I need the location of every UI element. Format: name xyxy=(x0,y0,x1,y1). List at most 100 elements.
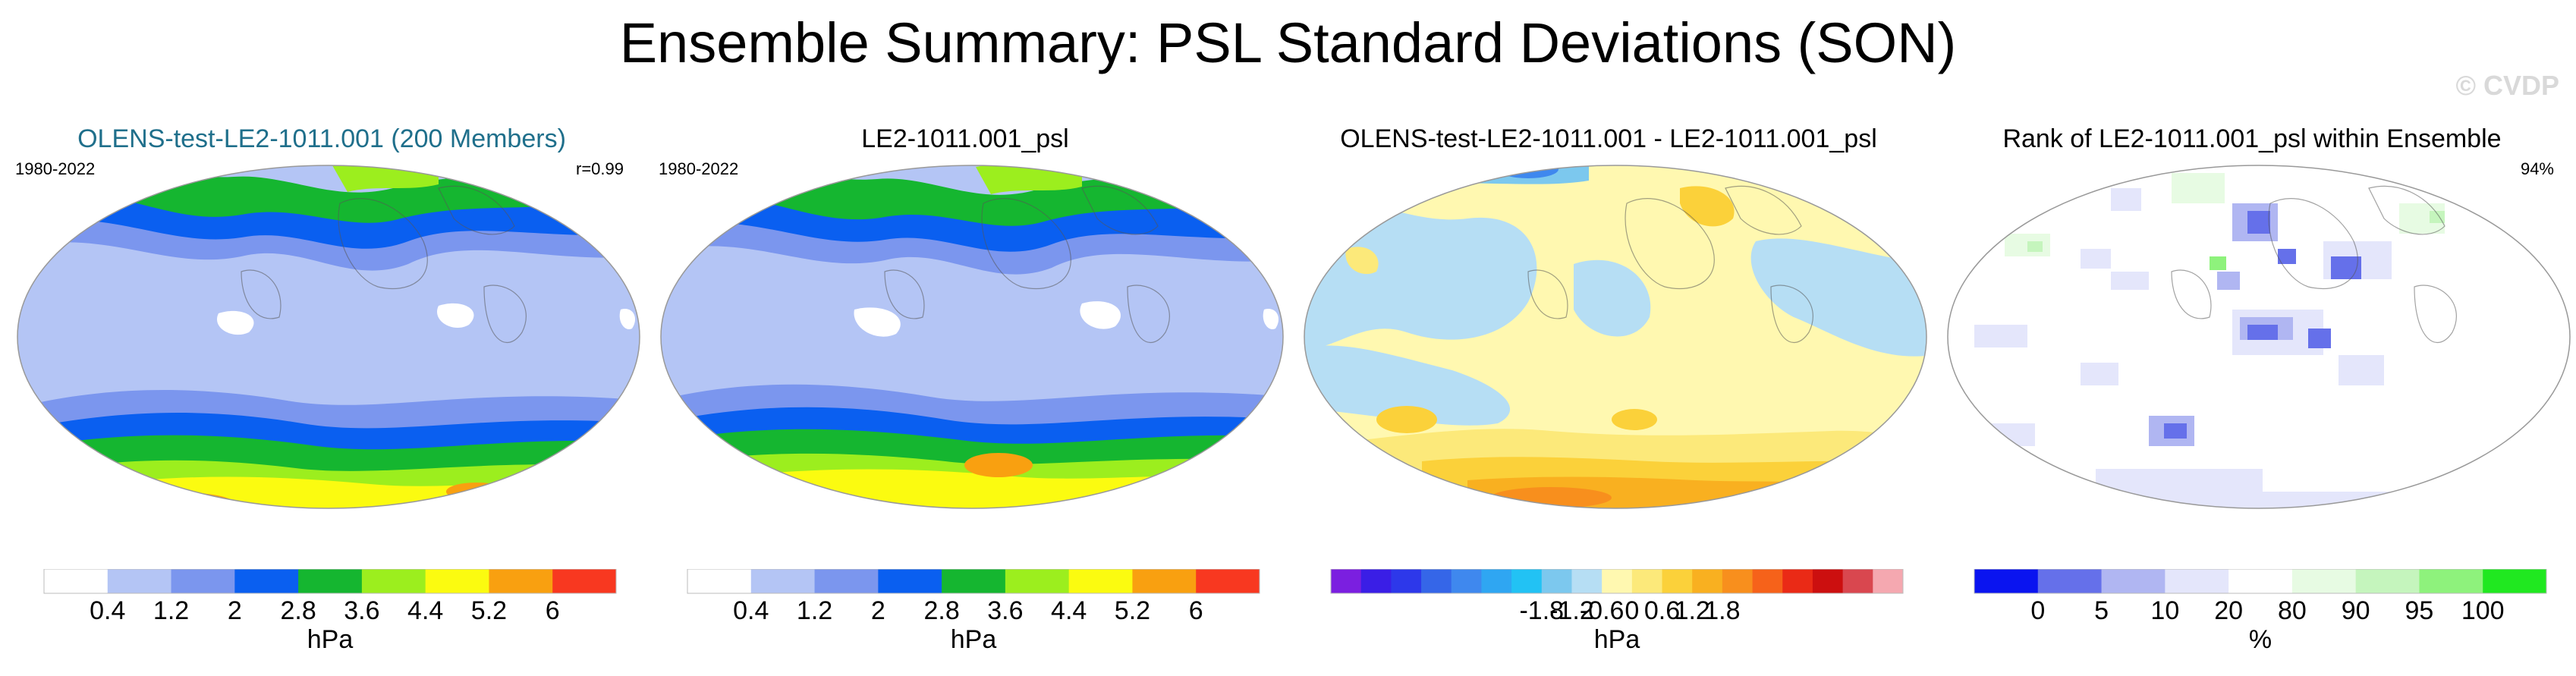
colorbar-swatch xyxy=(2419,569,2483,593)
rank-percent: 94% xyxy=(2520,159,2554,178)
colorbar-tick-label: -0.6 xyxy=(1580,596,1625,625)
psl-stddev-map xyxy=(17,165,640,509)
psl-difference-map xyxy=(1304,165,1927,509)
colorbar-swatch xyxy=(1602,569,1633,593)
colorbar-tick-label: 20 xyxy=(2214,596,2243,625)
colorbar-swatch xyxy=(2228,569,2293,593)
pattern-correlation: r=0.99 xyxy=(576,159,624,178)
colorbar-swatch xyxy=(552,569,617,593)
colorbar-tick-label: 0.4 xyxy=(733,596,769,625)
colorbar-tick-label: 4.4 xyxy=(407,596,443,625)
colorbar-swatch xyxy=(1842,569,1873,593)
colorbar-frame xyxy=(1330,569,1904,594)
panel-title: OLENS-test-LE2-1011.001 (200 Members) xyxy=(77,124,566,153)
colorbar-swatch xyxy=(1511,569,1543,593)
colorbar-frame xyxy=(687,569,1260,594)
colorbar-swatch xyxy=(1782,569,1813,593)
colorbar-tick-label: 3.6 xyxy=(344,596,379,625)
colorbar: -1.8-1.2-0.6 0 0.61.21.8 hPa xyxy=(1330,569,1904,654)
colorbar-frame xyxy=(43,569,617,594)
colorbar-swatch xyxy=(1722,569,1754,593)
colorbar-tick-label: 4.4 xyxy=(1051,596,1087,625)
colorbar-swatch xyxy=(489,569,553,593)
colorbar-swatch xyxy=(2291,569,2357,593)
colorbar-frame xyxy=(1974,569,2547,594)
colorbar-swatch xyxy=(298,569,363,593)
panel-title: OLENS-test-LE2-1011.001 - LE2-1011.001_p… xyxy=(1340,124,1877,153)
colorbar-swatch xyxy=(942,569,1006,593)
panel-difference: OLENS-test-LE2-1011.001 - LE2-1011.001_p… xyxy=(1287,114,1930,676)
colorbar-swatch xyxy=(234,569,299,593)
colorbar-swatch xyxy=(1692,569,1723,593)
colorbar: 0 5 10 20 80 90 95 100% xyxy=(1974,569,2547,654)
colorbar-swatch xyxy=(2037,569,2103,593)
year-range: 1980-2022 xyxy=(15,159,96,178)
colorbar-tick-label: 80 xyxy=(2278,596,2307,625)
colorbar-tick-label: 5.2 xyxy=(1115,596,1150,625)
colorbar-swatch xyxy=(814,569,879,593)
colorbar-tick-label: 2 xyxy=(871,596,885,625)
colorbar-tick-label: -1.8 xyxy=(1519,596,1564,625)
colorbar-swatch xyxy=(1873,569,1904,593)
colorbar-tick-label: 6 xyxy=(546,596,560,625)
colorbar-swatch xyxy=(425,569,489,593)
colorbar-swatch xyxy=(107,569,172,593)
colorbar-tick-label: 2.8 xyxy=(923,596,959,625)
colorbar-swatch xyxy=(1421,569,1452,593)
colorbar-swatch xyxy=(1132,569,1197,593)
panel-ensemble-mean: OLENS-test-LE2-1011.001 (200 Members) 19… xyxy=(0,114,643,676)
colorbar-tick-label: 90 xyxy=(2342,596,2370,625)
watermark: © CVDP xyxy=(2455,70,2559,101)
colorbar-tick-label: 0.6 xyxy=(1644,596,1680,625)
colorbar-swatch xyxy=(1631,569,1663,593)
panel-observation: LE2-1011.001_psl 1980-2022 0.4 1.2 2 2.8 3.6… xyxy=(643,114,1287,676)
colorbar-swatch xyxy=(1974,569,2039,593)
colorbar-swatch xyxy=(1005,569,1070,593)
colorbar-swatch xyxy=(1752,569,1783,593)
colorbar-swatch xyxy=(1451,569,1482,593)
colorbar-tick-label: 2 xyxy=(228,596,242,625)
colorbar-tick-label: 0 xyxy=(1625,596,1639,625)
colorbar-tick-label: 0 xyxy=(2030,596,2045,625)
panel-title: LE2-1011.001_psl xyxy=(861,124,1069,153)
colorbar-tick-label: 10 xyxy=(2150,596,2179,625)
colorbar-swatch xyxy=(1360,569,1392,593)
colorbar-tick-label: 2.8 xyxy=(280,596,316,625)
colorbar-swatch xyxy=(44,569,109,593)
colorbar-tick-label: 1.2 xyxy=(1675,596,1710,625)
colorbar-swatch xyxy=(361,569,426,593)
colorbar-tick-label: 100 xyxy=(2461,596,2505,625)
page-title: Ensemble Summary: PSL Standard Deviation… xyxy=(619,11,1957,74)
colorbar-tick-label: 5 xyxy=(2094,596,2109,625)
colorbar-swatch xyxy=(1812,569,1844,593)
colorbar: 0.4 1.2 2 2.8 3.6 4.4 5.2 6 hPa xyxy=(43,569,617,654)
colorbar-swatch xyxy=(2355,569,2420,593)
colorbar-swatch xyxy=(1662,569,1693,593)
colorbar-tick-label: 3.6 xyxy=(987,596,1023,625)
colorbar-tick-label: 0.4 xyxy=(90,596,125,625)
colorbar-tick-label: 6 xyxy=(1189,596,1203,625)
year-range: 1980-2022 xyxy=(659,159,739,178)
colorbar-swatch xyxy=(1391,569,1422,593)
colorbar-units: % xyxy=(2249,625,2272,654)
colorbar-tick-label: -1.2 xyxy=(1549,596,1594,625)
colorbar-swatch xyxy=(750,569,816,593)
colorbar: 0.4 1.2 2 2.8 3.6 4.4 5.2 6 hPa xyxy=(687,569,1260,654)
colorbar-swatch xyxy=(1571,569,1603,593)
colorbar-swatch xyxy=(1331,569,1362,593)
colorbar-swatch xyxy=(687,569,752,593)
colorbar-tick-label: 95 xyxy=(2405,596,2434,625)
colorbar-units: hPa xyxy=(1594,625,1640,654)
rank-map xyxy=(1947,165,2571,509)
colorbar-swatch xyxy=(1068,569,1133,593)
colorbar-swatch xyxy=(1541,569,1572,593)
colorbar-swatch xyxy=(878,569,942,593)
colorbar-units: hPa xyxy=(951,625,997,654)
colorbar-tick-label: 1.8 xyxy=(1704,596,1740,625)
colorbar-swatch xyxy=(1481,569,1512,593)
colorbar-swatch xyxy=(2101,569,2166,593)
colorbar-swatch xyxy=(2165,569,2229,593)
colorbar-tick-label: 1.2 xyxy=(797,596,832,625)
colorbar-units: hPa xyxy=(307,625,354,654)
colorbar-swatch xyxy=(1196,569,1260,593)
